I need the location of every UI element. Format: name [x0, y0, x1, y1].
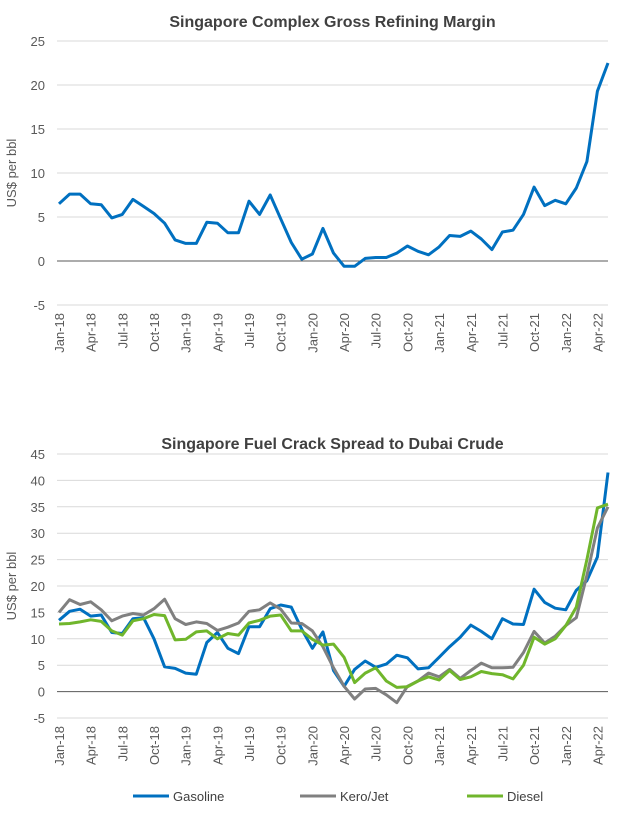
x-tick-label: Jul-18 [115, 313, 130, 348]
x-tick-label: Oct-20 [400, 313, 415, 352]
chart-1: Singapore Complex Gross Refining Margin -… [4, 14, 610, 353]
chart-title: Singapore Fuel Crack Spread to Dubai Cru… [161, 436, 503, 453]
x-tick-label: Apr-20 [337, 726, 352, 765]
legend: Gasoline Kero/Jet Diesel [133, 789, 543, 804]
x-tick-label: Jul-19 [242, 313, 257, 348]
y-tick-label: 30 [31, 526, 45, 541]
x-tick-label: Jan-20 [305, 313, 320, 353]
x-tick-label: Oct-21 [527, 313, 542, 352]
y-tick-label: -5 [33, 298, 45, 313]
x-tick-label: Apr-20 [337, 313, 352, 352]
x-tick-label: Oct-18 [147, 313, 162, 352]
x-tick-label: Apr-22 [590, 313, 605, 352]
x-tick-label: Jul-21 [495, 726, 510, 761]
x-tick-label: Apr-18 [84, 726, 99, 765]
y-tick-label: -5 [33, 711, 45, 726]
x-tick-label: Apr-22 [590, 726, 605, 765]
x-tick-label: Jan-22 [559, 313, 574, 353]
series-line-diesel [58, 502, 609, 689]
x-tick-label: Apr-18 [84, 313, 99, 352]
y-tick-label: 25 [31, 34, 45, 49]
legend-label: Kero/Jet [340, 789, 389, 804]
x-tick-label: Jul-20 [369, 313, 384, 348]
legend-item: Kero/Jet [300, 789, 389, 804]
y-tick-label: 20 [31, 579, 45, 594]
x-tick-label: Jan-21 [432, 313, 447, 353]
x-tick-label: Jan-19 [179, 313, 194, 353]
series-line-gross-refining-margin [57, 62, 610, 268]
legend-label: Gasoline [173, 789, 224, 804]
y-tick-label: 0 [38, 254, 45, 269]
series-line-gasoline [58, 472, 610, 688]
y-tick-label: 45 [31, 447, 45, 462]
y-tick-label: 35 [31, 500, 45, 515]
y-axis-label: US$ per bbl [4, 552, 19, 621]
y-tick-label: 10 [31, 632, 45, 647]
y-tick-label: 10 [31, 166, 45, 181]
legend-item: Gasoline [133, 789, 224, 804]
x-tick-label: Apr-19 [210, 726, 225, 765]
x-tick-label: Apr-21 [464, 726, 479, 765]
y-tick-label: 5 [38, 210, 45, 225]
x-tick-label: Jul-18 [115, 726, 130, 761]
y-tick-label: 15 [31, 122, 45, 137]
x-tick-label: Oct-19 [274, 313, 289, 352]
x-tick-label: Jan-19 [179, 726, 194, 766]
x-tick-label: Jul-21 [495, 313, 510, 348]
chart-title: Singapore Complex Gross Refining Margin [169, 14, 495, 31]
x-tick-label: Jan-18 [52, 313, 67, 353]
y-tick-label: 5 [38, 658, 45, 673]
chart-2: Singapore Fuel Crack Spread to Dubai Cru… [4, 436, 610, 804]
x-tick-label: Oct-20 [400, 726, 415, 765]
y-tick-label: 0 [38, 685, 45, 700]
legend-label: Diesel [507, 789, 543, 804]
series-line-kero-jet [57, 506, 610, 705]
x-tick-label: Jan-20 [305, 726, 320, 766]
x-tick-label: Apr-21 [464, 313, 479, 352]
y-tick-label: 15 [31, 605, 45, 620]
x-tick-label: Jan-18 [52, 726, 67, 766]
x-tick-label: Jul-19 [242, 726, 257, 761]
x-tick-label: Jan-22 [559, 726, 574, 766]
y-tick-label: 40 [31, 473, 45, 488]
y-axis-label: US$ per bbl [4, 139, 19, 208]
x-tick-label: Oct-19 [274, 726, 289, 765]
x-tick-label: Oct-21 [527, 726, 542, 765]
x-tick-label: Jul-20 [369, 726, 384, 761]
legend-item: Diesel [467, 789, 543, 804]
y-tick-label: 25 [31, 553, 45, 568]
x-tick-label: Apr-19 [210, 313, 225, 352]
x-tick-label: Jan-21 [432, 726, 447, 766]
y-tick-label: 20 [31, 78, 45, 93]
x-tick-label: Oct-18 [147, 726, 162, 765]
